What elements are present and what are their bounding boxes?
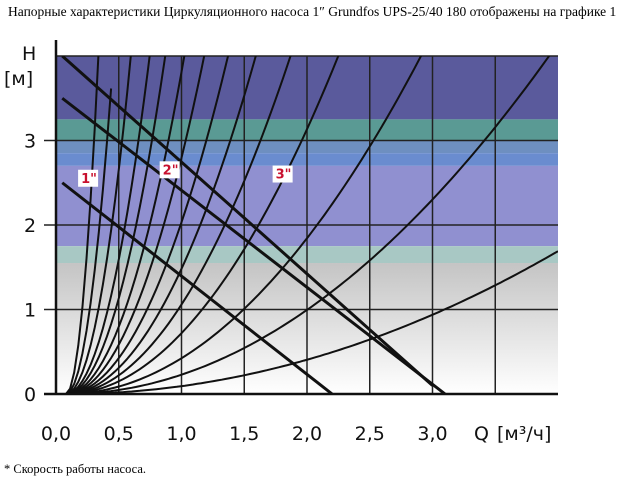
curve-label: 1"	[81, 172, 97, 187]
pump-speed-curve	[61, 181, 334, 394]
curve-label: 3"	[276, 168, 292, 183]
x-axis-letter: Q	[474, 423, 489, 445]
system-curve	[65, 88, 113, 394]
curve-label: 2"	[163, 163, 179, 178]
pump-speed-curve	[61, 97, 446, 394]
system-curve	[65, 56, 340, 394]
curve-label-box	[78, 169, 99, 187]
system-curve	[65, 56, 206, 394]
speed-footnote: * Скорость работы насоса.	[4, 462, 146, 476]
y-tick-label: 3	[24, 131, 36, 153]
system-curve	[65, 56, 186, 394]
system-curve	[65, 56, 151, 394]
system-curve	[65, 56, 292, 394]
system-curve	[65, 56, 167, 394]
x-tick-label: 1,5	[229, 423, 259, 445]
system-curve	[65, 56, 100, 394]
x-tick-label: 0,5	[104, 423, 134, 445]
pump-speed-curve	[61, 56, 434, 387]
x-tick-label: 1,0	[166, 423, 196, 445]
x-axis-unit: [м³/ч]	[497, 423, 551, 445]
system-curve	[66, 56, 423, 394]
system-curve	[65, 56, 132, 394]
x-tick-label: 2,5	[355, 423, 385, 445]
y-tick-label: 0	[24, 384, 36, 406]
curve-label-box	[159, 161, 180, 179]
system-curve	[65, 56, 230, 394]
curve-label-box	[272, 165, 293, 183]
y-axis-letter: H	[22, 43, 36, 65]
x-tick-label: 3,0	[417, 423, 447, 445]
y-axis-unit: [м]	[4, 68, 33, 90]
x-tick-label: 2,0	[292, 423, 322, 445]
system-curve	[66, 56, 551, 394]
system-curve	[66, 250, 558, 394]
chart-caption: Напорные характеристики Циркуляционного …	[8, 4, 617, 19]
y-tick-label: 2	[24, 215, 36, 237]
y-tick-label: 1	[24, 300, 36, 322]
x-tick-label: 0,0	[41, 423, 71, 445]
system-curve	[65, 56, 257, 394]
